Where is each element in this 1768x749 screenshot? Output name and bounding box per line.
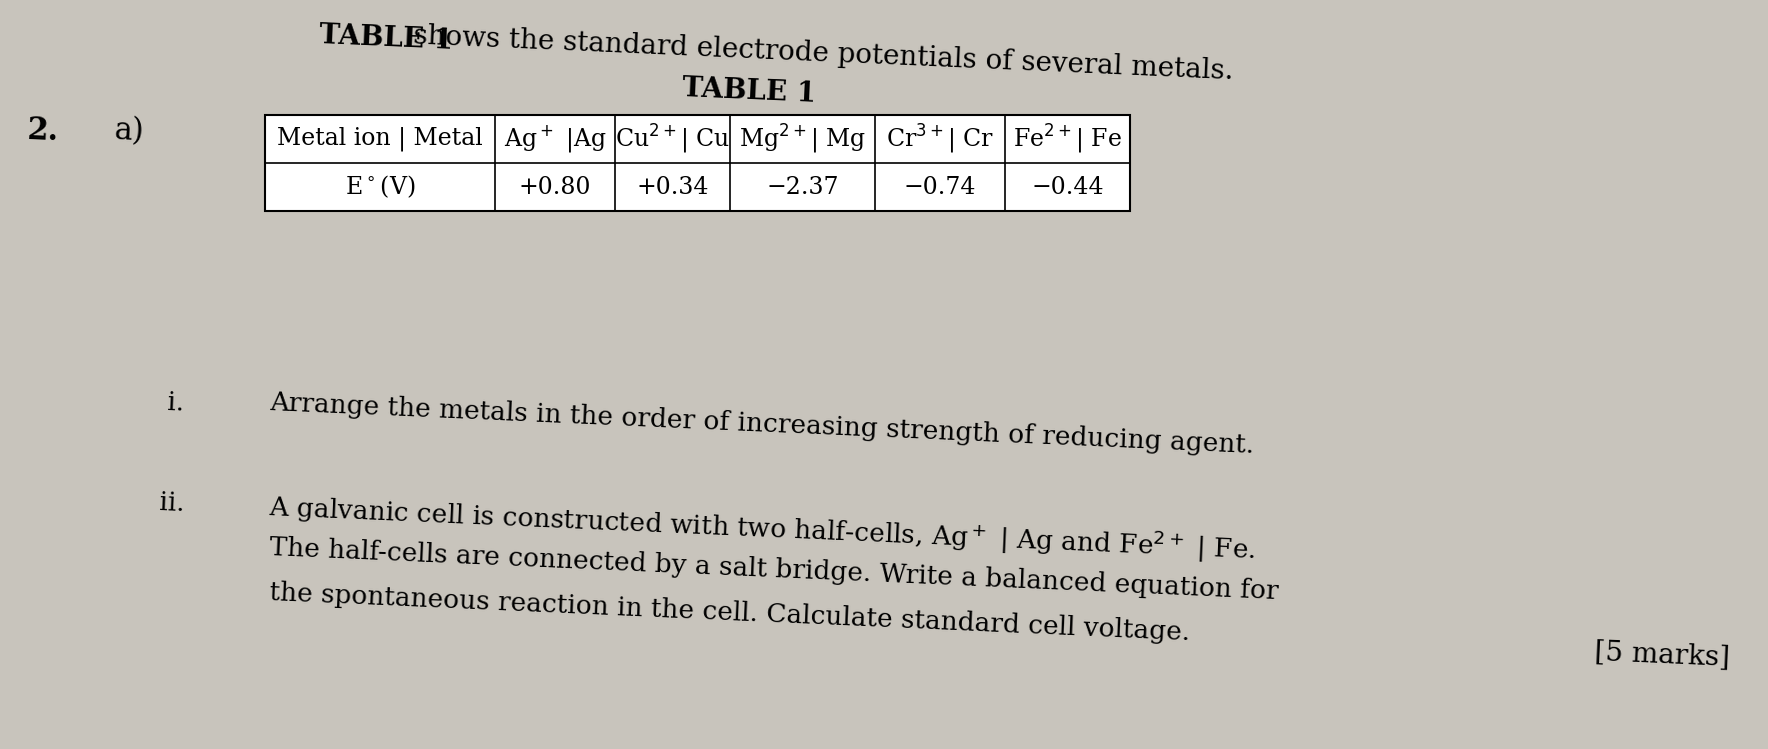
Text: −0.44: −0.44	[1031, 175, 1103, 198]
Text: E$^\circ$(V): E$^\circ$(V)	[345, 174, 415, 200]
Text: Mg$^{2+}$| Mg: Mg$^{2+}$| Mg	[739, 122, 866, 156]
Text: i.: i.	[166, 390, 186, 416]
Text: shows the standard electrode potentials of several metals.: shows the standard electrode potentials …	[403, 22, 1234, 85]
Text: TABLE 1: TABLE 1	[682, 75, 817, 108]
Text: the spontaneous reaction in the cell. Calculate standard cell voltage.: the spontaneous reaction in the cell. Ca…	[269, 580, 1190, 645]
Text: Fe$^{2+}$| Fe: Fe$^{2+}$| Fe	[1013, 122, 1123, 156]
Text: Cr$^{3+}$| Cr: Cr$^{3+}$| Cr	[886, 122, 994, 156]
Text: Ag$^+$ |Ag: Ag$^+$ |Ag	[504, 124, 606, 154]
Text: A galvanic cell is constructed with two half-cells, Ag$^+$ | Ag and Fe$^{2+}$ | : A galvanic cell is constructed with two …	[269, 490, 1257, 568]
Text: Arrange the metals in the order of increasing strength of reducing agent.: Arrange the metals in the order of incre…	[269, 390, 1255, 458]
Text: Cu$^{2+}$| Cu: Cu$^{2+}$| Cu	[615, 122, 730, 156]
Text: Metal ion | Metal: Metal ion | Metal	[278, 127, 483, 151]
Text: a): a)	[113, 115, 145, 148]
Text: +0.80: +0.80	[518, 175, 591, 198]
Text: The half-cells are connected by a salt bridge. Write a balanced equation for: The half-cells are connected by a salt b…	[269, 535, 1278, 604]
Text: −2.37: −2.37	[766, 175, 838, 198]
Text: ii.: ii.	[159, 490, 186, 516]
Bar	[265, 115, 1130, 211]
Text: +0.34: +0.34	[636, 175, 709, 198]
Text: 2.: 2.	[27, 115, 60, 148]
Text: TABLE 1: TABLE 1	[318, 22, 454, 55]
Text: −0.74: −0.74	[903, 175, 976, 198]
Text: [5 marks]: [5 marks]	[1593, 639, 1731, 672]
